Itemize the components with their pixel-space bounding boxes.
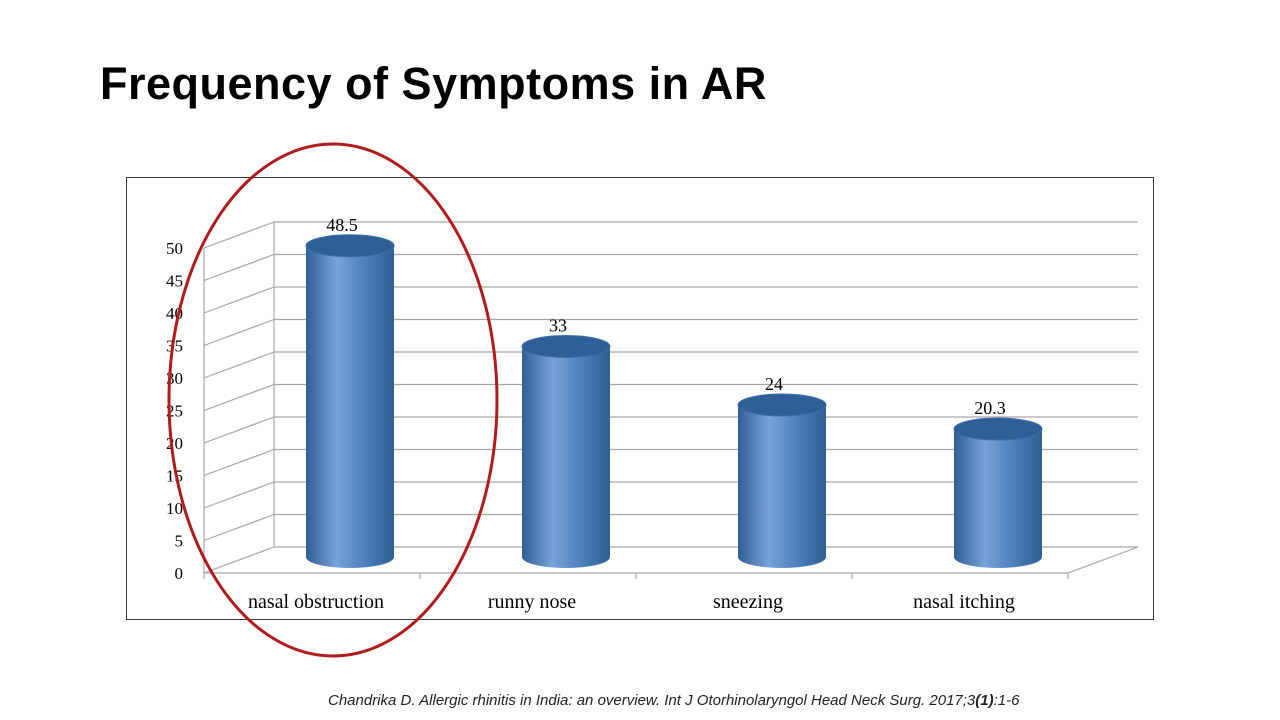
axis-layer — [203, 248, 1139, 579]
gridline-diagonal — [203, 351, 275, 379]
gridline-diagonal — [203, 286, 275, 314]
citation-text: Chandrika D. Allergic rhinitis in India:… — [328, 692, 976, 709]
category-label: nasal obstruction — [248, 591, 384, 613]
bar-body — [306, 245, 394, 568]
data-label: 20.3 — [974, 398, 1006, 418]
y-tick-label: 10 — [166, 499, 183, 518]
y-tick-label: 50 — [166, 239, 183, 258]
bar-body — [954, 429, 1042, 568]
gridline-diagonal — [203, 546, 275, 574]
y-tick-label: 20 — [166, 434, 183, 453]
citation: Chandrika D. Allergic rhinitis in India:… — [328, 692, 1019, 709]
y-tick-label: 35 — [166, 337, 183, 356]
gridline-diagonal — [203, 513, 275, 542]
bar-top — [737, 393, 827, 417]
bar-body — [522, 346, 610, 568]
bar — [953, 417, 1043, 568]
highlight-circle — [167, 142, 499, 658]
gridline-diagonal — [203, 383, 275, 412]
gridline-diagonal — [203, 318, 275, 347]
data-label: 48.5 — [326, 215, 358, 235]
bar-layer — [305, 234, 1043, 568]
annotation-layer — [167, 142, 499, 658]
gridline-diagonal — [203, 448, 275, 477]
y-tick-label: 45 — [166, 272, 183, 291]
data-label: 33 — [549, 316, 567, 336]
bar-top — [521, 335, 611, 358]
category-label: runny nose — [488, 591, 576, 613]
bar — [737, 393, 827, 568]
bar-body — [738, 405, 826, 568]
citation-pages: :1-6 — [993, 692, 1020, 709]
bar — [521, 335, 611, 568]
y-tick-label: 5 — [175, 532, 184, 551]
bar — [305, 234, 395, 568]
gridline-diagonal — [203, 253, 275, 282]
bar-top — [305, 234, 395, 258]
citation-issue: (1) — [975, 692, 994, 709]
data-label: 24 — [765, 374, 783, 394]
y-tick-label: 0 — [175, 564, 184, 583]
category-label: sneezing — [713, 591, 783, 613]
slide-title: Frequency of Symptoms in AR — [100, 58, 767, 109]
category-label: nasal itching — [913, 591, 1015, 613]
gridline-diagonal — [203, 416, 275, 444]
gridline-diagonal — [203, 481, 275, 509]
gridline-diagonal — [203, 221, 275, 249]
bar-top — [953, 417, 1043, 441]
